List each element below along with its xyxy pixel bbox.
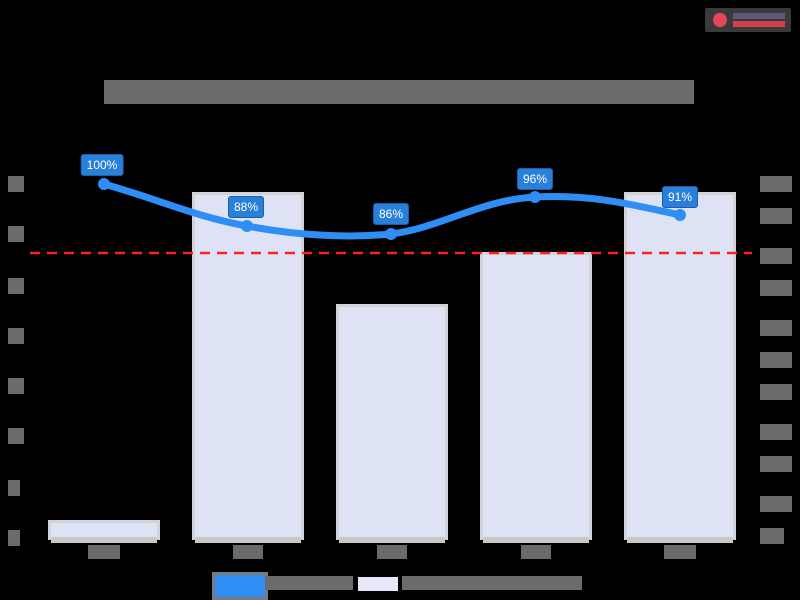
left-axis-tick: [8, 176, 24, 192]
right-axis-tick: [760, 248, 792, 264]
data-label: 86%: [372, 203, 410, 225]
right-axis-tick: [760, 496, 792, 512]
left-axis-tick: [8, 328, 24, 344]
chart-title: [obscured]: [104, 80, 694, 104]
x-axis-label: [obscured]: [88, 545, 120, 559]
legend-label-line[interactable]: [obscured]: [265, 576, 353, 590]
right-axis-tick: [760, 424, 792, 440]
bar-2[interactable]: [336, 304, 448, 543]
data-label: 100%: [80, 154, 124, 176]
x-axis-label: [obscured]: [521, 545, 551, 559]
left-axis-tick: [8, 428, 24, 444]
logo-text-top: [733, 13, 785, 19]
right-axis-tick: [760, 456, 792, 472]
left-axis-tick: [8, 278, 24, 294]
right-axis-tick: [760, 176, 792, 192]
logo-text-bottom: [733, 21, 785, 27]
bar-3[interactable]: [480, 252, 592, 543]
data-label: 88%: [227, 196, 265, 218]
logo-icon: [713, 13, 727, 27]
bar-1[interactable]: [192, 192, 304, 543]
x-axis-label: [obscured]: [233, 545, 263, 559]
legend-swatch-line[interactable]: [212, 572, 268, 600]
right-axis-tick: [760, 528, 784, 544]
x-axis-label: [obscured]: [377, 545, 407, 559]
right-axis-tick: [760, 208, 792, 224]
right-axis-tick: [760, 320, 792, 336]
x-axis-label: [obscured]: [664, 545, 696, 559]
right-axis-tick: [760, 384, 792, 400]
line-point[interactable]: [529, 191, 541, 203]
right-axis-tick: [760, 280, 792, 296]
bar-4[interactable]: [624, 192, 736, 543]
brand-logo: [705, 8, 791, 32]
legend-label-bar[interactable]: [obscured]: [402, 576, 582, 590]
legend-swatch-bar[interactable]: [357, 576, 399, 592]
data-label: 91%: [661, 186, 699, 208]
line-point[interactable]: [98, 178, 110, 190]
line-point[interactable]: [674, 209, 686, 221]
line-point[interactable]: [241, 220, 253, 232]
left-axis-tick: [8, 226, 24, 242]
data-label: 96%: [516, 168, 554, 190]
left-axis-tick: [8, 480, 20, 496]
left-axis-tick: [8, 530, 20, 546]
left-axis-tick: [8, 378, 24, 394]
right-axis-tick: [760, 352, 792, 368]
bar-0[interactable]: [48, 520, 160, 543]
line-point[interactable]: [385, 228, 397, 240]
